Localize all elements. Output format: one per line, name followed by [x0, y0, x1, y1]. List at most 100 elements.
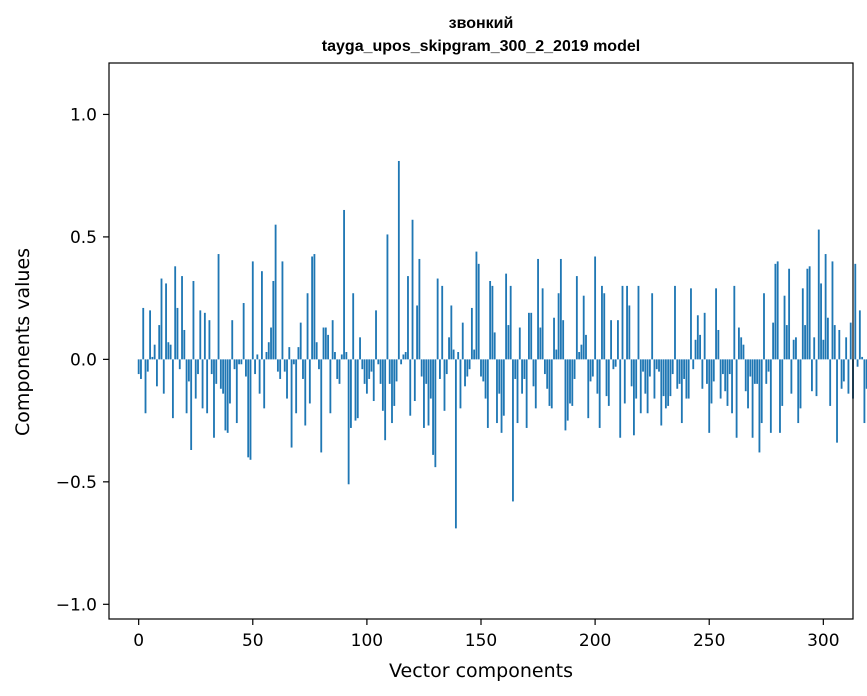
bar: [534, 359, 537, 409]
bar: [553, 317, 555, 360]
bar: [480, 359, 482, 377]
bar: [363, 359, 366, 384]
bar: [158, 325, 161, 360]
bar: [582, 295, 585, 360]
bar: [302, 359, 304, 379]
bar: [528, 312, 530, 360]
bar: [633, 359, 635, 436]
bar: [806, 268, 809, 360]
bar: [865, 359, 867, 389]
bar: [708, 359, 711, 433]
bar: [737, 327, 740, 360]
bar: [655, 359, 658, 370]
bar: [769, 359, 772, 433]
bar: [379, 359, 382, 384]
bar: [190, 359, 193, 450]
bar: [626, 285, 628, 360]
bar: [318, 359, 320, 370]
bar: [760, 359, 763, 424]
bar: [292, 359, 295, 365]
bar: [229, 359, 231, 404]
bar: [722, 359, 724, 375]
bar: [208, 320, 211, 360]
bar: [683, 359, 686, 379]
bar: [861, 356, 864, 360]
bar: [507, 325, 510, 360]
bar: [546, 359, 549, 389]
bar: [203, 312, 206, 360]
bar: [377, 359, 380, 365]
bar: [799, 359, 802, 409]
bar: [413, 359, 416, 402]
bar: [630, 359, 633, 387]
bar: [699, 334, 702, 360]
bar: [621, 285, 624, 360]
bar: [391, 359, 393, 424]
bar: [676, 359, 679, 389]
bar: [571, 359, 574, 406]
bar: [395, 359, 398, 382]
bar: [772, 322, 775, 360]
bar: [701, 359, 704, 389]
bar: [308, 359, 311, 404]
bar: [258, 359, 261, 394]
bar: [628, 305, 631, 360]
bar: [484, 359, 487, 399]
x-tick-label: 300: [807, 631, 839, 651]
bar: [569, 359, 571, 404]
bar: [587, 359, 590, 419]
bar: [270, 327, 272, 360]
bar: [185, 359, 188, 414]
bar: [160, 278, 163, 360]
bar: [801, 288, 804, 360]
bar: [194, 359, 197, 399]
bar: [450, 305, 453, 360]
bar: [824, 254, 827, 360]
bar: [817, 229, 820, 360]
bar: [667, 359, 670, 406]
bar: [283, 359, 286, 372]
bar: [169, 344, 172, 360]
bar: [651, 293, 654, 360]
bar: [836, 359, 838, 443]
bar: [687, 359, 690, 399]
bar: [137, 359, 140, 375]
bar: [443, 359, 446, 411]
bar: [146, 359, 149, 372]
bar: [555, 349, 558, 360]
bar: [219, 359, 222, 389]
bar: [400, 359, 403, 365]
bar: [142, 307, 145, 360]
bar: [591, 359, 594, 377]
bar: [368, 359, 371, 379]
bars-group: [137, 160, 867, 529]
bar: [580, 344, 583, 360]
bar: [329, 359, 332, 414]
bar: [466, 359, 469, 377]
y-tick-label: −1.0: [56, 595, 97, 615]
bar: [361, 359, 364, 370]
bar: [420, 359, 423, 377]
bar: [532, 359, 535, 387]
bar: [648, 359, 651, 377]
bar: [324, 327, 327, 360]
bar: [703, 312, 706, 360]
bar: [153, 344, 156, 360]
bar: [226, 359, 229, 433]
bar: [550, 359, 553, 409]
bar: [178, 359, 181, 370]
bar: [464, 359, 466, 387]
bar: [197, 359, 199, 375]
bar: [315, 342, 318, 360]
bar: [306, 293, 309, 360]
bar: [690, 288, 692, 360]
bar: [523, 359, 526, 379]
bar: [733, 285, 736, 360]
bar: [381, 359, 384, 411]
bar: [176, 307, 179, 360]
bar: [174, 266, 177, 360]
bar: [635, 359, 638, 399]
bar: [562, 320, 565, 360]
bar: [288, 347, 291, 360]
bar: [575, 276, 578, 360]
